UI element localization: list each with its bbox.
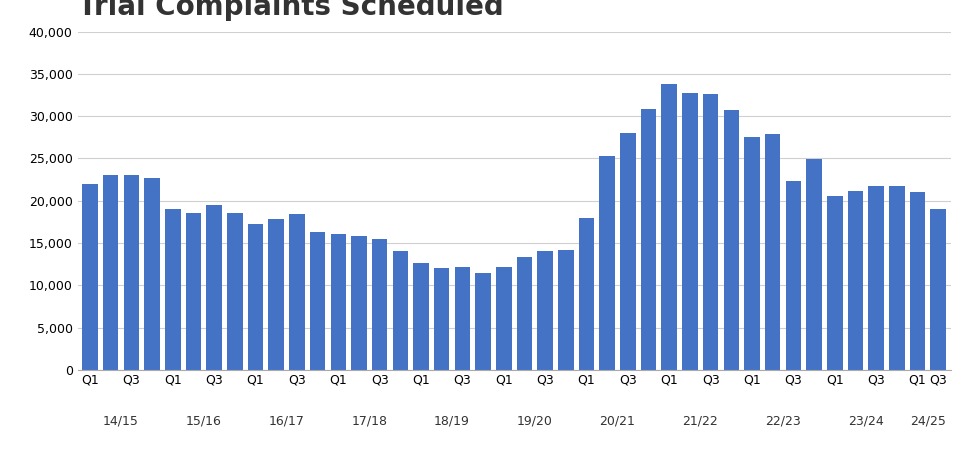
Text: 17/18: 17/18 [351,414,387,427]
Bar [537,251,552,370]
Bar [227,213,242,370]
Bar [309,232,325,370]
Bar [909,192,924,370]
Text: 20/21: 20/21 [599,414,635,427]
Bar [103,175,118,370]
Bar [206,205,222,370]
Bar [641,110,656,370]
Bar [454,267,470,370]
Bar [889,186,904,370]
Text: 14/15: 14/15 [103,414,139,427]
Text: Trial Complaints Scheduled: Trial Complaints Scheduled [78,0,503,21]
Text: 24/25: 24/25 [909,414,945,427]
Bar [413,263,428,370]
Bar [247,225,263,370]
Text: 15/16: 15/16 [186,414,222,427]
Bar [827,197,842,370]
Bar [867,186,883,370]
Bar [785,181,800,370]
Bar [516,258,532,370]
Bar [495,267,511,370]
Bar [371,239,387,370]
Bar [165,209,180,370]
Text: 21/22: 21/22 [682,414,717,427]
Bar [475,272,490,370]
Bar [144,178,160,370]
Text: 16/17: 16/17 [268,414,304,427]
Text: 18/19: 18/19 [434,414,470,427]
Bar [185,213,201,370]
Bar [289,214,304,370]
Bar [847,190,862,370]
Bar [723,110,738,370]
Bar [703,94,718,370]
Bar [330,234,346,370]
Bar [661,84,676,370]
Bar [743,137,759,370]
Bar [929,209,945,370]
Bar [82,184,98,370]
Text: 23/24: 23/24 [847,414,883,427]
Bar [392,251,408,370]
Bar [557,250,573,370]
Bar [268,219,284,370]
Bar [123,175,139,370]
Bar [433,268,449,370]
Bar [578,217,594,370]
Bar [765,134,780,370]
Text: 19/20: 19/20 [516,414,552,427]
Bar [681,93,697,370]
Text: 22/23: 22/23 [765,414,800,427]
Bar [599,156,614,370]
Bar [619,133,635,370]
Bar [351,236,366,370]
Bar [805,159,821,370]
